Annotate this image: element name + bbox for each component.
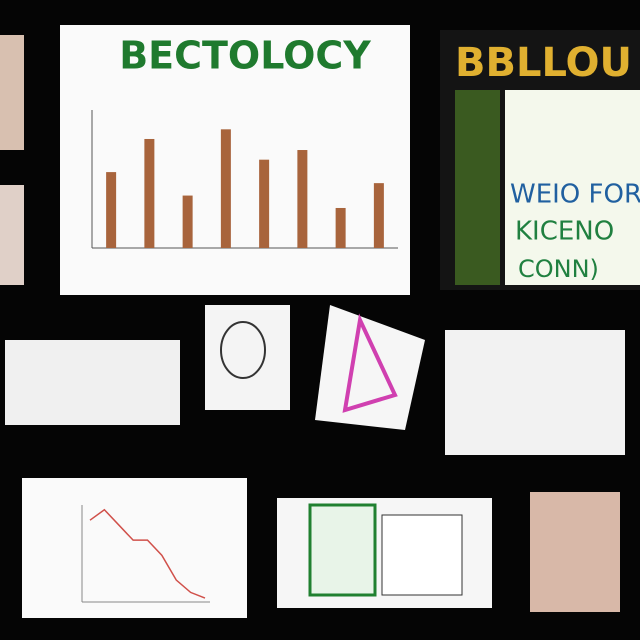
- text-panel: [505, 90, 640, 285]
- main-poster: [60, 25, 410, 295]
- photo: [0, 35, 24, 150]
- bar: [259, 159, 270, 248]
- line-sheet: [22, 478, 247, 618]
- photo: [205, 305, 290, 410]
- line: [89, 508, 206, 599]
- sheet: [5, 340, 180, 425]
- side-line: WEIO FOR: [510, 180, 640, 210]
- bar: [182, 195, 193, 248]
- doodle: [342, 313, 398, 413]
- side-line: CONN): [518, 255, 599, 283]
- doodle: [220, 321, 266, 379]
- sheet: [445, 330, 625, 455]
- bar: [373, 183, 384, 248]
- side-title: BBLLOU: [455, 40, 632, 86]
- bar: [335, 207, 346, 248]
- photo: [0, 185, 24, 285]
- bar: [106, 172, 117, 248]
- illustration: [308, 503, 377, 597]
- side-line: KICENO: [515, 217, 614, 247]
- illustration: [381, 514, 463, 596]
- bar: [144, 138, 155, 248]
- bar: [297, 150, 308, 248]
- photo: [530, 492, 620, 612]
- figure-illustration: [455, 90, 500, 285]
- sheet: [315, 305, 425, 430]
- bar: [220, 129, 231, 248]
- poster-title: BECTOLOCY: [119, 34, 371, 78]
